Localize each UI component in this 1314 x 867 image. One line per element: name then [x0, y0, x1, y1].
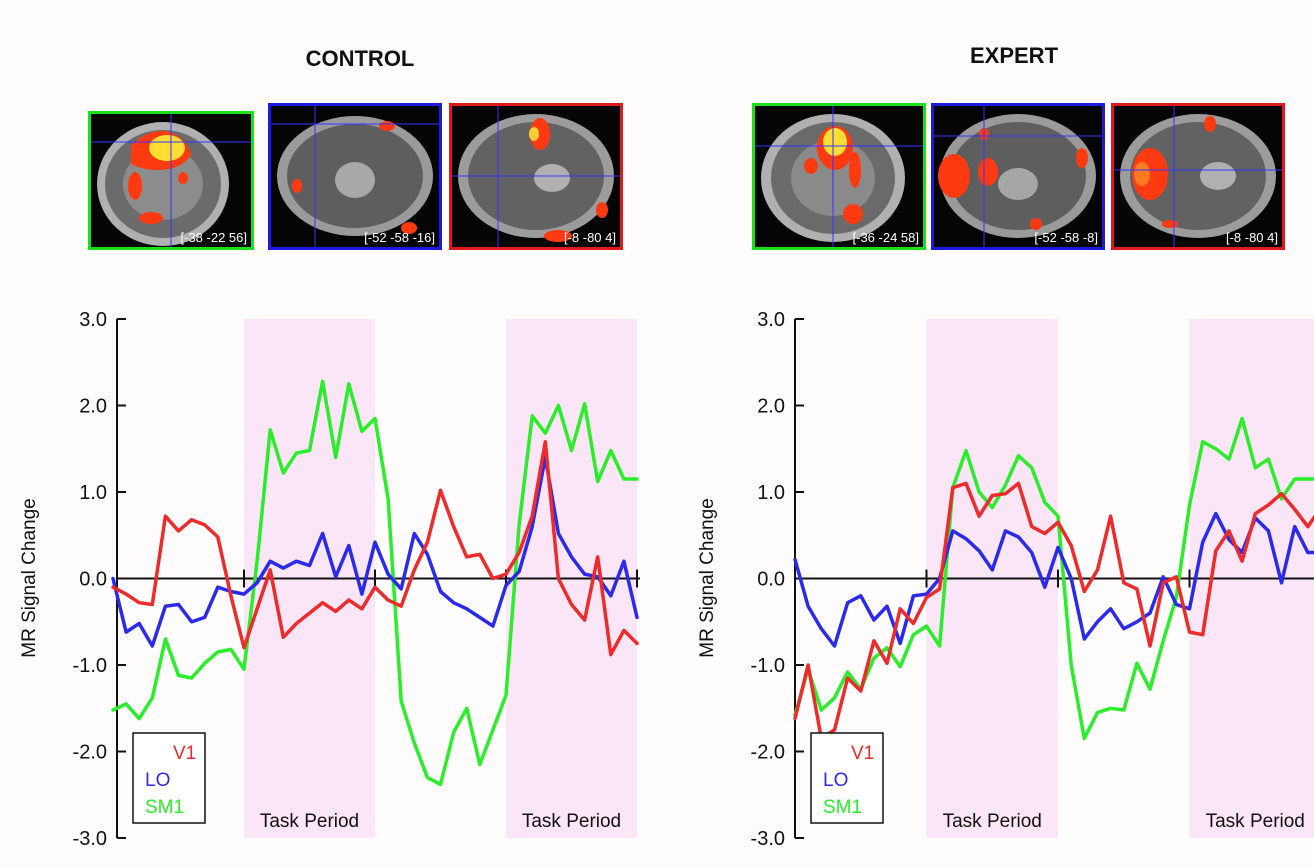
series-line-v1 — [111, 440, 639, 657]
legend-entry-sm1: SM1 — [823, 797, 862, 818]
y-tick-label: 2.0 — [79, 396, 107, 418]
legend-box — [810, 732, 884, 824]
y-axis-label: MR Signal Change — [697, 498, 718, 657]
scan-coordinate-label: [-52 -58 -16] — [364, 230, 435, 245]
series-line-sm1 — [793, 416, 1314, 741]
task-period-label: Task Period — [260, 811, 359, 832]
task-period-label: Task Period — [1206, 811, 1305, 832]
y-tick-label: 0.0 — [79, 569, 107, 591]
legend-entry-lo: LO — [823, 770, 848, 791]
y-tick-label: -3.0 — [73, 828, 107, 850]
y-tick-label: -2.0 — [751, 742, 785, 764]
legend-entry-v1: V1 — [851, 743, 874, 764]
scan-coordinate-label: [-38 -22 56] — [180, 230, 248, 245]
task-period-label: Task Period — [943, 811, 1042, 832]
expert-signal-chart: Task Period Task Period 3.0 2.0 1.0 0.0 -1.0 -2… — [697, 309, 1314, 850]
y-axis-label: MR Signal Change — [19, 498, 40, 657]
panel-title-control: CONTROL — [305, 46, 415, 71]
y-tick-label: 2.0 — [757, 396, 785, 418]
control-v1-brain-scan: [-8 -80 4] — [449, 103, 623, 250]
legend-box — [132, 732, 206, 824]
scan-coordinate-label: [-8 -80 4] — [1225, 230, 1278, 245]
control-signal-chart: Task Period Task Period 3.0 2.0 1.0 0.0 -1.0 -2… — [19, 309, 640, 850]
y-tick-label: 3.0 — [757, 309, 785, 331]
y-tick-label: -1.0 — [73, 655, 107, 677]
expert-sm1-brain-scan: [-36 -24 58] — [752, 103, 926, 250]
legend-entry-lo: LO — [145, 770, 170, 791]
y-tick-label: 1.0 — [757, 482, 785, 504]
panel-title-expert: EXPERT — [969, 43, 1059, 68]
y-tick-label: 1.0 — [79, 482, 107, 504]
expert-lo-brain-scan: [-52 -58 -8] — [931, 103, 1105, 250]
series-line-v1 — [793, 481, 1314, 741]
scan-coordinate-label: [-8 -80 4] — [563, 230, 616, 245]
legend-entry-v1: V1 — [173, 743, 196, 764]
y-tick-label: 0.0 — [757, 569, 785, 591]
y-tick-label: 3.0 — [79, 309, 107, 331]
control-lo-brain-scan: [-52 -58 -16] — [268, 103, 442, 250]
task-period-label: Task Period — [522, 811, 621, 832]
y-tick-label: -3.0 — [751, 828, 785, 850]
expert-v1-brain-scan: [-8 -80 4] — [1111, 103, 1285, 250]
scan-coordinate-label: [-36 -24 58] — [852, 230, 920, 245]
y-tick-label: -1.0 — [751, 655, 785, 677]
scan-coordinate-label: [-52 -58 -8] — [1034, 230, 1098, 245]
series-line-sm1 — [111, 379, 639, 787]
control-sm1-brain-scan: [-38 -22 56] — [88, 111, 254, 250]
y-tick-label: -2.0 — [73, 742, 107, 764]
legend-entry-sm1: SM1 — [145, 797, 184, 818]
